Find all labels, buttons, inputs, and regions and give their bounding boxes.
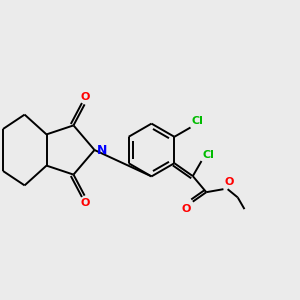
Text: O: O	[80, 92, 90, 102]
Text: Cl: Cl	[203, 150, 214, 160]
Text: O: O	[80, 198, 90, 208]
Text: N: N	[97, 143, 107, 157]
Text: Cl: Cl	[192, 116, 203, 126]
Text: O: O	[182, 204, 191, 214]
Text: O: O	[224, 177, 233, 188]
